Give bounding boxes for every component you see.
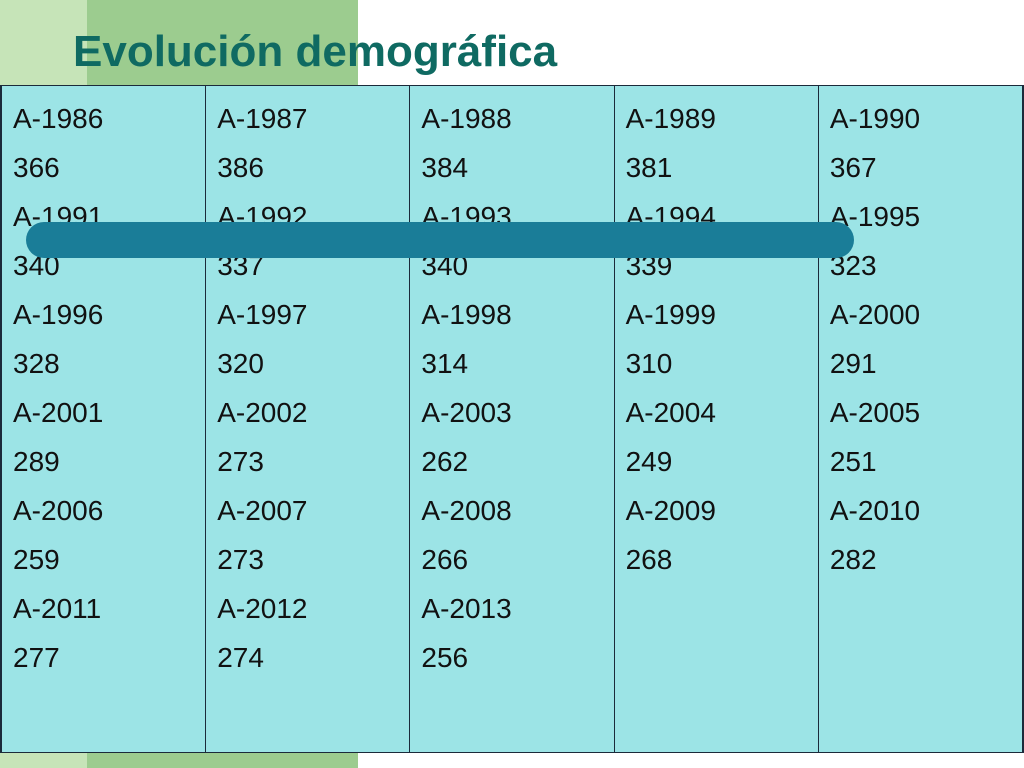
year-label: A-2005 <box>829 397 921 428</box>
population-value: 274 <box>217 642 264 673</box>
year-label: A-1986 <box>13 103 104 134</box>
population-value: 328 <box>13 348 60 379</box>
year-label: A-2003 <box>421 397 512 428</box>
population-value: 249 <box>625 446 673 477</box>
population-value: 366 <box>13 152 60 183</box>
table-column: A-1988 384 A-1993 340 A-1998 314 A-2003 262 A-20… <box>409 86 613 752</box>
decorative-bar <box>26 222 854 258</box>
population-value: 310 <box>625 348 673 379</box>
year-label: A-2002 <box>217 397 308 428</box>
population-value: 251 <box>829 446 877 477</box>
year-label: A-2010 <box>829 495 921 526</box>
population-value: 273 <box>217 446 264 477</box>
year-label: A-2012 <box>217 593 308 624</box>
table-column: A-1986 366 A-1991 340 A-1996 328 A-2001 289 A-20… <box>0 86 205 752</box>
year-label: A-1989 <box>625 103 716 134</box>
year-label: A-1990 <box>829 103 921 134</box>
population-value: 320 <box>217 348 264 379</box>
year-label: A-2000 <box>829 299 921 330</box>
year-label: A-1998 <box>421 299 512 330</box>
year-label: A-2011 <box>13 593 102 624</box>
slide-title: Evolución demográfica <box>73 27 558 76</box>
year-label: A-1997 <box>217 299 308 330</box>
year-label: A-2001 <box>13 397 104 428</box>
population-value: 268 <box>625 544 673 575</box>
year-label: A-2006 <box>13 495 104 526</box>
population-value: 262 <box>421 446 469 477</box>
population-value: 266 <box>421 544 469 575</box>
population-value: 314 <box>421 348 469 379</box>
population-value: 384 <box>421 152 469 183</box>
year-label: A-1988 <box>421 103 512 134</box>
data-table: A-1986 366 A-1991 340 A-1996 328 A-2001 289 A-20… <box>0 85 1024 753</box>
year-label: A-2007 <box>217 495 308 526</box>
year-label: A-2008 <box>421 495 512 526</box>
population-value: 381 <box>625 152 673 183</box>
population-value: 386 <box>217 152 264 183</box>
population-value: 323 <box>829 250 877 281</box>
table-column: A-1987 386 A-1992 337 A-1997 320 A-2002 273 A-20… <box>205 86 409 752</box>
population-value: 273 <box>217 544 264 575</box>
table-column: A-1989 381 A-1994 339 A-1999 310 A-2004 249 A-20… <box>613 86 818 752</box>
population-value: 289 <box>13 446 60 477</box>
table-column: A-1990 367 A-1995 323 A-2000 291 A-2005 251 A-20… <box>817 86 1024 752</box>
year-label: A-1987 <box>217 103 308 134</box>
population-value: 291 <box>829 348 877 379</box>
population-value: 282 <box>829 544 877 575</box>
year-label: A-1996 <box>13 299 104 330</box>
year-label: A-2009 <box>625 495 716 526</box>
population-value: 259 <box>13 544 60 575</box>
population-value: 277 <box>13 642 60 673</box>
population-value: 367 <box>829 152 877 183</box>
year-label: A-1995 <box>829 201 921 232</box>
year-label: A-2013 <box>421 593 512 624</box>
population-value: 256 <box>421 642 469 673</box>
year-label: A-1999 <box>625 299 716 330</box>
year-label: A-2004 <box>625 397 716 428</box>
